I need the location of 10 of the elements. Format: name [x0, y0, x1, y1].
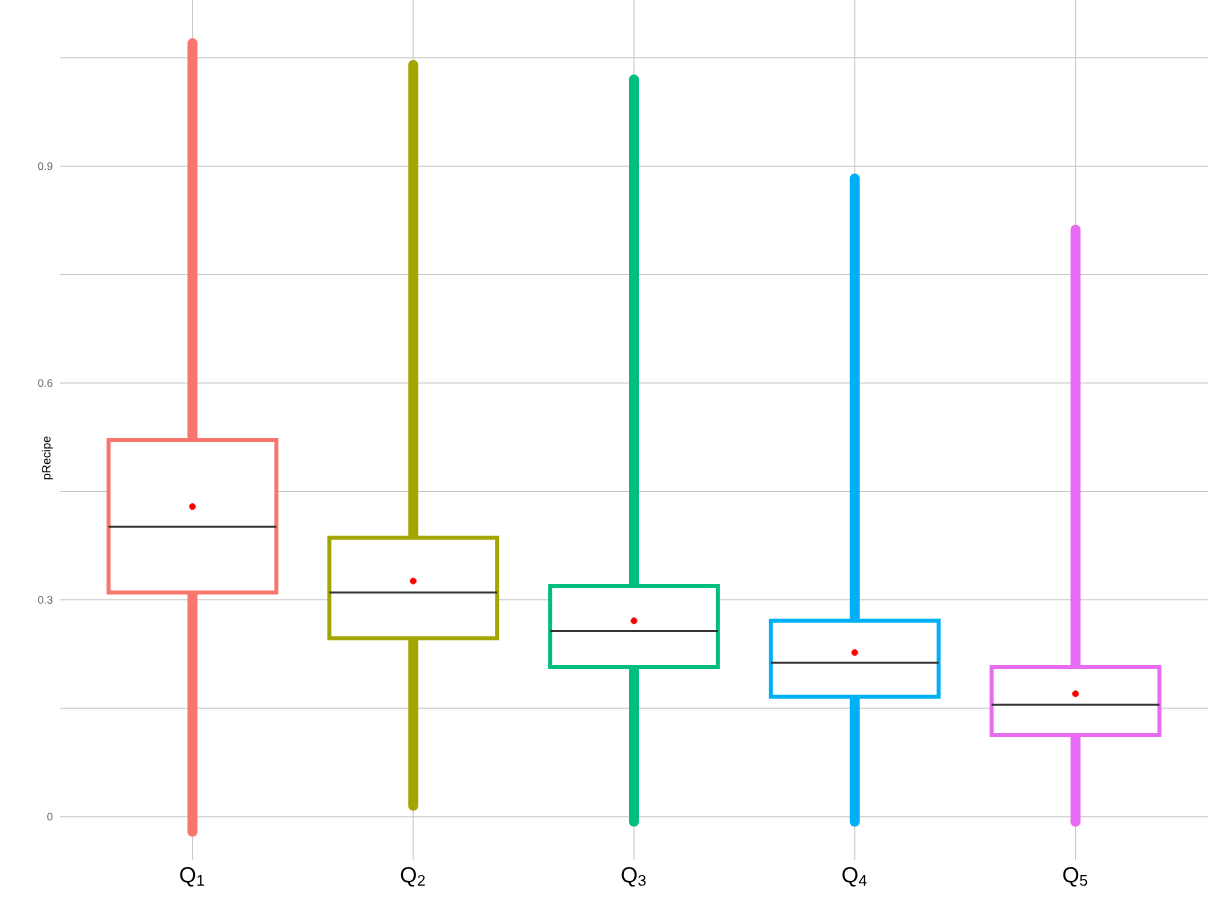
- x-tick-label: Q$_{1}$: [180, 867, 205, 887]
- x-tick-label: Q$_{5}$: [1063, 867, 1088, 887]
- y-axis-title: pRecipe: [41, 436, 53, 480]
- y-tick-label: 0.9: [38, 162, 53, 171]
- x-tick-label: Q$_{3}$: [621, 867, 646, 887]
- y-tick-label: 0: [47, 812, 53, 821]
- x-tick-label: Q$_{4}$: [842, 867, 867, 887]
- y-tick-label: 0.3: [38, 595, 53, 604]
- x-tick-label: Q$_{2}$: [400, 867, 425, 887]
- y-tick-label: 0.6: [38, 379, 53, 387]
